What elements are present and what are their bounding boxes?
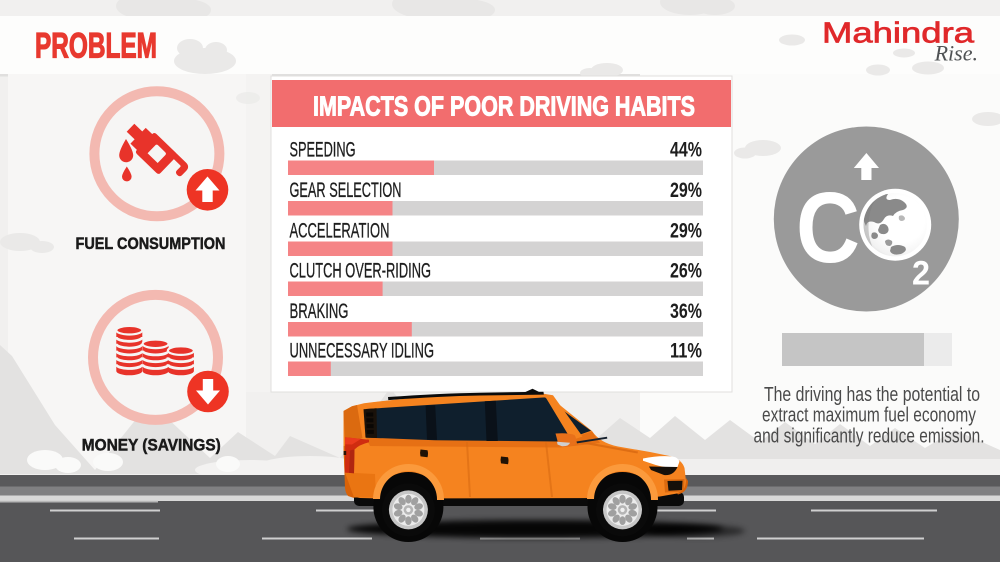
svg-text:extract maximum fuel economy: extract maximum fuel economy xyxy=(762,405,976,427)
svg-text:26%: 26% xyxy=(670,260,702,283)
svg-text:and significantly reduce emiss: and significantly reduce emission. xyxy=(754,426,985,448)
svg-text:IMPACTS OF POOR DRIVING HABITS: IMPACTS OF POOR DRIVING HABITS xyxy=(313,91,695,122)
svg-text:11%: 11% xyxy=(670,340,702,363)
svg-text:2: 2 xyxy=(912,255,930,293)
svg-text:GEAR SELECTION: GEAR SELECTION xyxy=(290,179,402,202)
svg-text:Rise.: Rise. xyxy=(934,41,978,66)
svg-text:36%: 36% xyxy=(670,300,702,323)
svg-text:Mahindra: Mahindra xyxy=(822,18,975,50)
svg-text:SPEEDING: SPEEDING xyxy=(290,139,356,162)
svg-text:29%: 29% xyxy=(670,179,702,202)
svg-text:ACCELERATION: ACCELERATION xyxy=(290,220,390,243)
svg-text:CLUTCH OVER-RIDING: CLUTCH OVER-RIDING xyxy=(290,260,432,283)
svg-text:UNNECESSARY IDLING: UNNECESSARY IDLING xyxy=(290,340,435,363)
svg-text:29%: 29% xyxy=(670,220,702,243)
svg-text:44%: 44% xyxy=(670,139,702,162)
svg-text:BRAKING: BRAKING xyxy=(290,300,349,323)
svg-text:FUEL CONSUMPTION: FUEL CONSUMPTION xyxy=(76,234,226,253)
svg-text:PROBLEM: PROBLEM xyxy=(35,27,157,66)
svg-text:The driving has the potential: The driving has the potential to xyxy=(764,384,980,406)
svg-text:C: C xyxy=(796,172,860,284)
svg-text:MONEY (SAVINGS): MONEY (SAVINGS) xyxy=(82,436,221,455)
